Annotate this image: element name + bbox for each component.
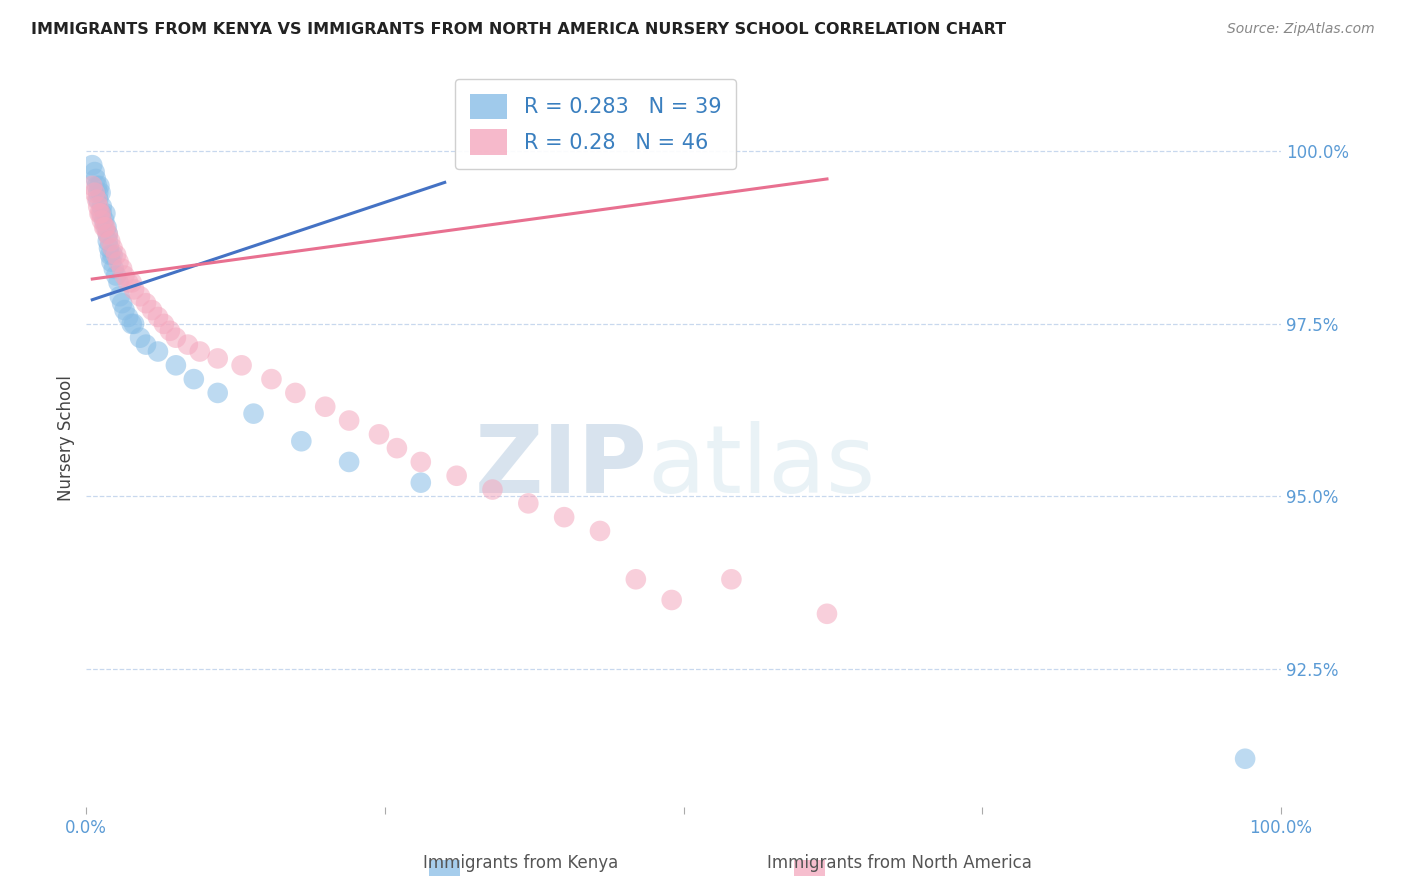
Point <box>135 337 157 351</box>
Point <box>183 372 205 386</box>
Point <box>146 310 169 324</box>
Point <box>93 220 115 235</box>
Point <box>89 206 111 220</box>
Point <box>409 455 432 469</box>
Point <box>409 475 432 490</box>
Point <box>129 289 152 303</box>
Point <box>122 317 145 331</box>
Point <box>98 248 121 262</box>
Point <box>83 186 105 200</box>
Point <box>231 359 253 373</box>
Point <box>122 282 145 296</box>
Point <box>83 165 105 179</box>
Text: Immigrants from North America: Immigrants from North America <box>768 855 1032 872</box>
Text: ZIP: ZIP <box>475 421 648 513</box>
Point <box>87 186 110 200</box>
Point <box>207 351 229 366</box>
Point <box>114 303 136 318</box>
Point <box>94 220 117 235</box>
Point <box>96 220 118 235</box>
Point <box>101 241 124 255</box>
Point <box>111 296 134 310</box>
Point <box>446 468 468 483</box>
Point <box>146 344 169 359</box>
Text: Source: ZipAtlas.com: Source: ZipAtlas.com <box>1227 22 1375 37</box>
Point <box>86 193 108 207</box>
Point <box>90 200 112 214</box>
Point <box>97 227 120 242</box>
Y-axis label: Nursery School: Nursery School <box>58 375 75 500</box>
Point <box>100 254 122 268</box>
Point <box>165 331 187 345</box>
Point <box>84 172 107 186</box>
Point <box>117 276 139 290</box>
Point <box>188 344 211 359</box>
Point <box>97 234 120 248</box>
Point <box>260 372 283 386</box>
Point <box>177 337 200 351</box>
Point <box>107 254 129 268</box>
Point <box>90 213 112 227</box>
Point <box>121 276 143 290</box>
Point <box>107 276 129 290</box>
Point <box>141 303 163 318</box>
Point <box>661 593 683 607</box>
Point <box>117 310 139 324</box>
Point <box>720 572 742 586</box>
Text: Immigrants from Kenya: Immigrants from Kenya <box>423 855 617 872</box>
Point <box>105 248 128 262</box>
Point <box>87 200 110 214</box>
Point <box>105 268 128 283</box>
Point <box>111 261 134 276</box>
Point <box>121 317 143 331</box>
Point <box>98 234 121 248</box>
Point <box>97 227 120 242</box>
Point <box>103 261 125 276</box>
Point <box>337 455 360 469</box>
Point <box>385 441 408 455</box>
Point <box>815 607 838 621</box>
Text: IMMIGRANTS FROM KENYA VS IMMIGRANTS FROM NORTH AMERICA NURSERY SCHOOL CORRELATIO: IMMIGRANTS FROM KENYA VS IMMIGRANTS FROM… <box>31 22 1007 37</box>
Point <box>86 178 108 193</box>
Point <box>242 407 264 421</box>
Point <box>98 241 121 255</box>
Point <box>153 317 176 331</box>
Point <box>135 296 157 310</box>
Point <box>481 483 503 497</box>
Point <box>368 427 391 442</box>
Point <box>165 359 187 373</box>
Point <box>553 510 575 524</box>
Point <box>337 413 360 427</box>
Point <box>589 524 612 538</box>
Point <box>314 400 336 414</box>
Point <box>159 324 181 338</box>
Point <box>90 186 112 200</box>
Point <box>82 178 104 193</box>
Point <box>82 158 104 172</box>
Point <box>90 206 112 220</box>
Point <box>207 385 229 400</box>
Text: atlas: atlas <box>648 421 876 513</box>
Point <box>94 206 117 220</box>
Point <box>290 434 312 449</box>
Point <box>1234 752 1257 766</box>
Point <box>93 213 115 227</box>
Point <box>624 572 647 586</box>
Point <box>517 496 540 510</box>
Point <box>101 248 124 262</box>
Point <box>90 206 112 220</box>
Point <box>284 385 307 400</box>
Point <box>89 178 111 193</box>
Point <box>108 289 131 303</box>
Legend: R = 0.283   N = 39, R = 0.28   N = 46: R = 0.283 N = 39, R = 0.28 N = 46 <box>456 78 737 169</box>
Point <box>87 193 110 207</box>
Point <box>129 331 152 345</box>
Point <box>114 268 136 283</box>
